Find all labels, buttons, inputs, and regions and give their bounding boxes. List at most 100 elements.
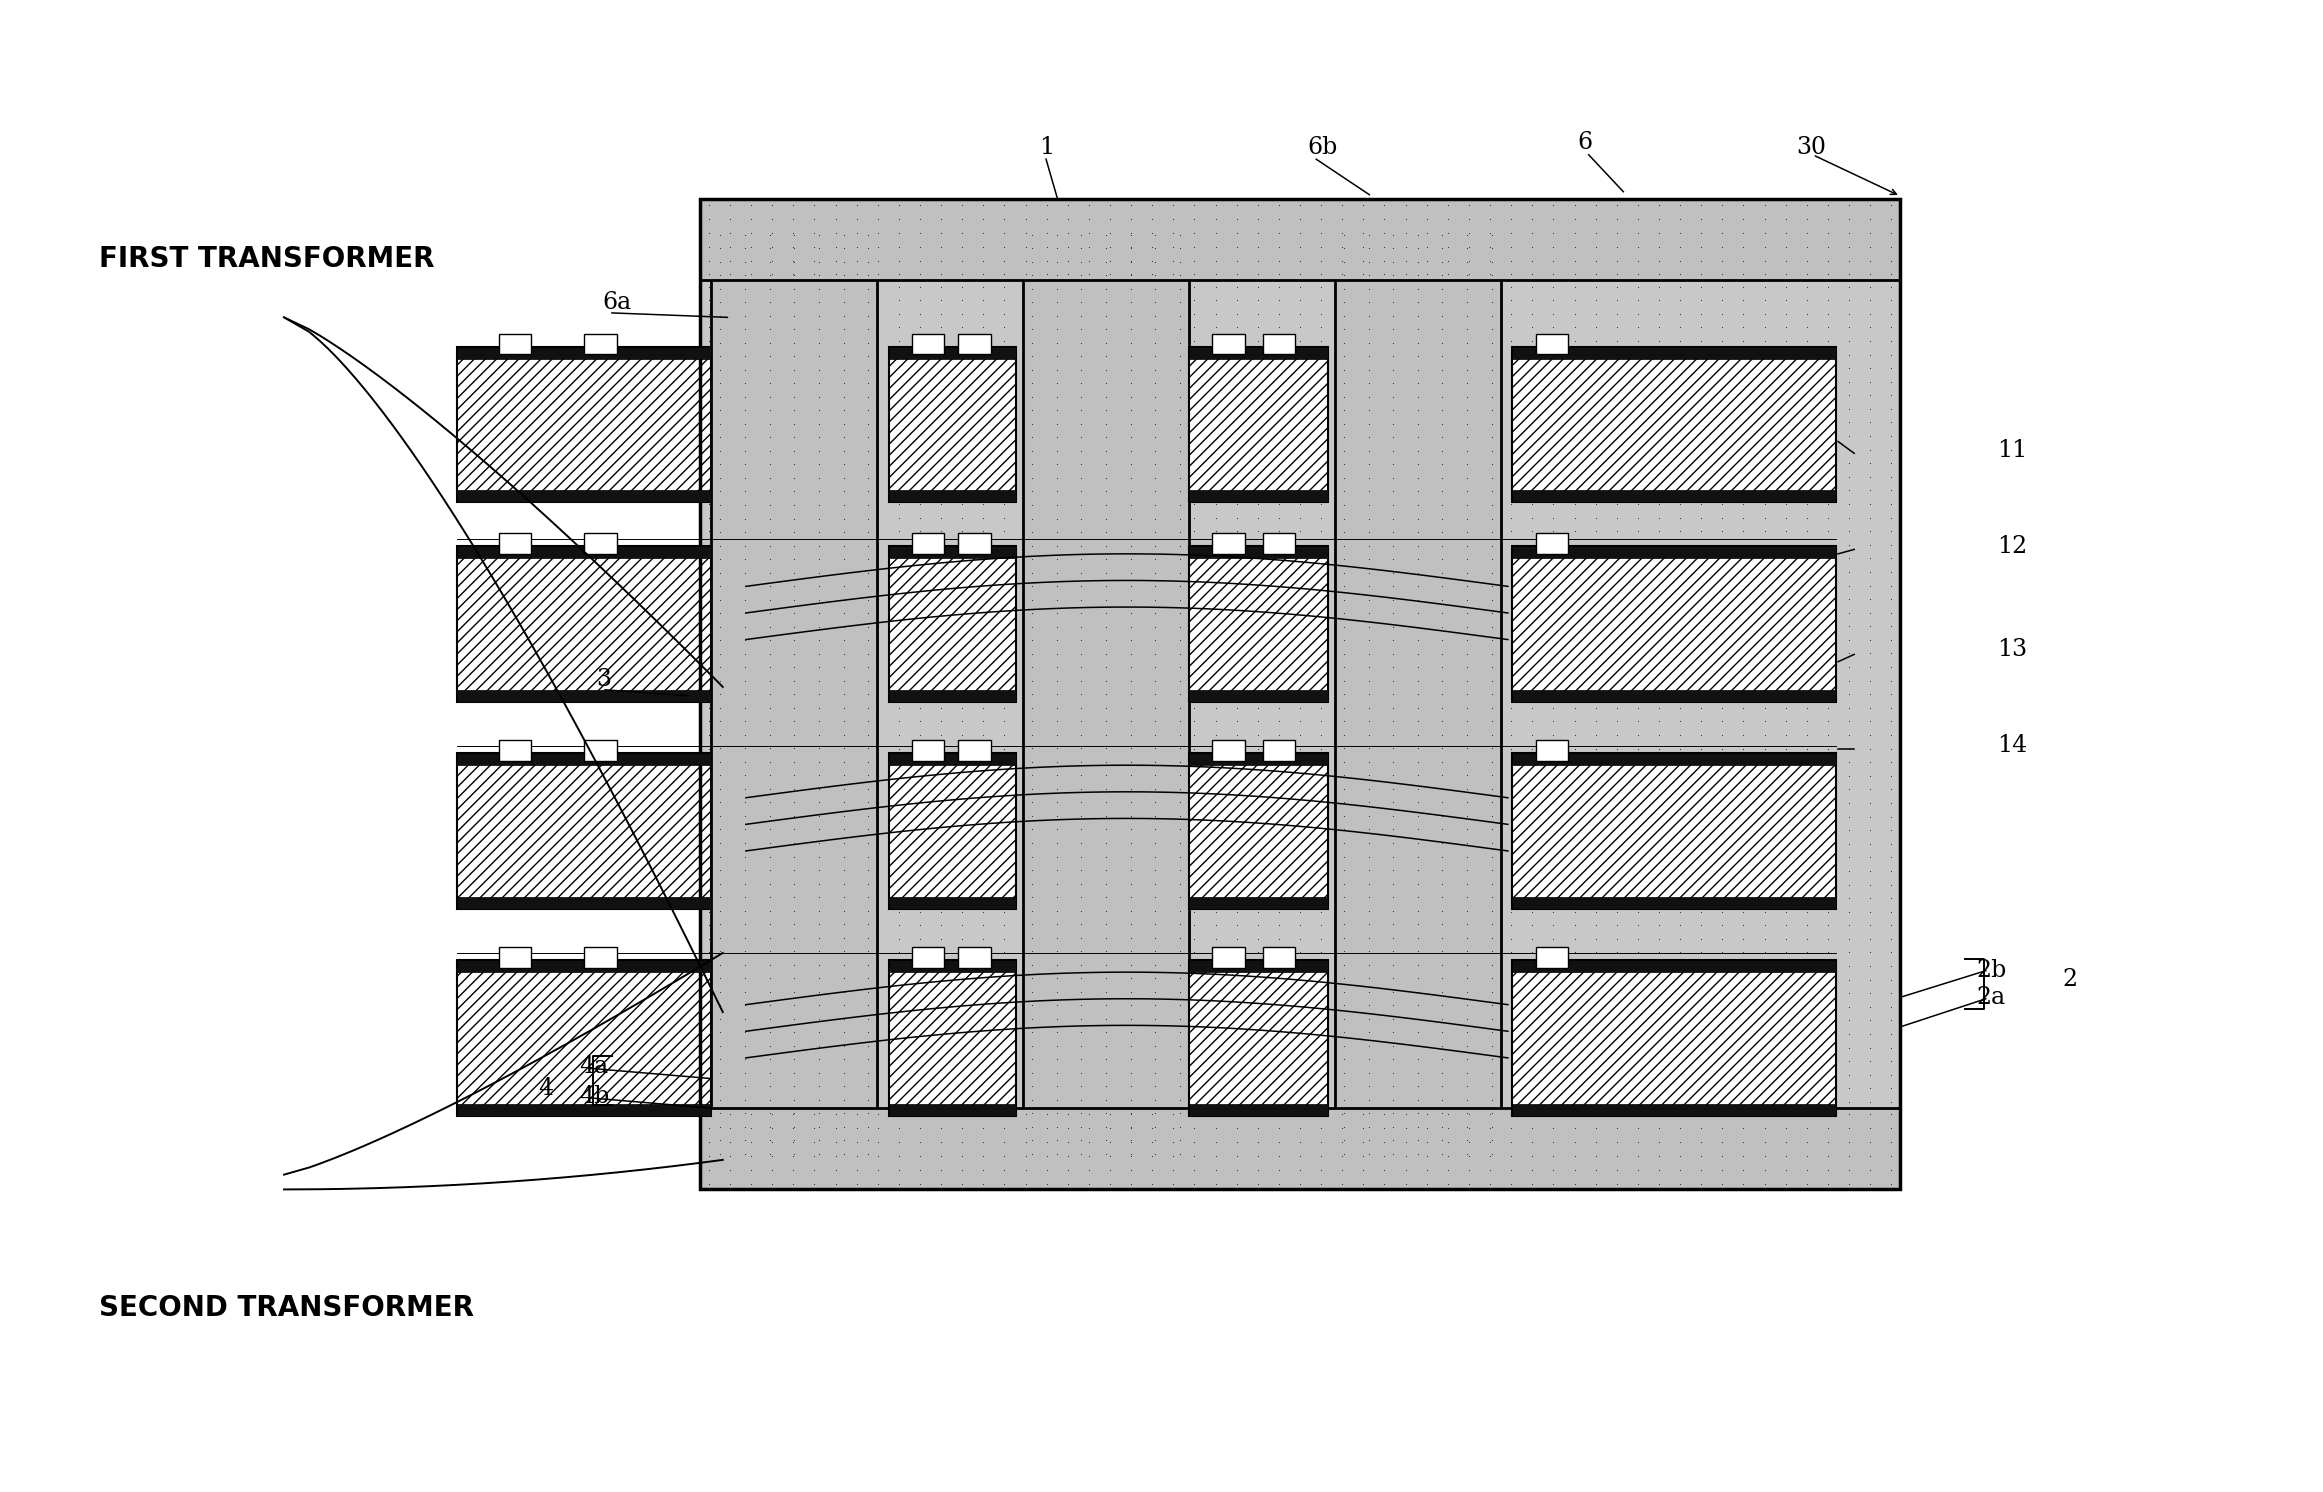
Point — [1013, 858, 1050, 882]
Point — [1424, 791, 1461, 815]
Point — [702, 1047, 739, 1071]
Point — [1810, 451, 1847, 474]
Point — [1155, 642, 1192, 665]
Point — [1515, 370, 1552, 394]
Point — [1050, 791, 1087, 815]
Point — [1175, 873, 1213, 897]
Point — [801, 601, 839, 625]
Point — [985, 261, 1022, 285]
Point — [1536, 207, 1573, 231]
Point — [1831, 682, 1868, 706]
Point — [753, 506, 790, 530]
Point — [1136, 372, 1173, 395]
Point — [1494, 940, 1531, 964]
Point — [1789, 1022, 1826, 1046]
Point — [880, 560, 918, 583]
Point — [880, 466, 918, 489]
Point — [1134, 1049, 1171, 1073]
Point — [1408, 261, 1445, 285]
Point — [690, 818, 727, 841]
Point — [750, 709, 787, 733]
Point — [727, 885, 764, 909]
Point — [1408, 615, 1445, 639]
Point — [1282, 370, 1319, 394]
Point — [1050, 410, 1087, 434]
Point — [1872, 695, 1910, 719]
Point — [732, 1022, 769, 1046]
Point — [1303, 1049, 1340, 1073]
Point — [1261, 301, 1299, 325]
Point — [1303, 1035, 1340, 1059]
Point — [1408, 682, 1445, 706]
Text: 6: 6 — [1577, 131, 1591, 155]
Point — [1050, 710, 1087, 734]
Point — [1175, 804, 1213, 828]
Point — [1810, 301, 1847, 325]
Point — [690, 466, 727, 489]
Point — [1345, 940, 1382, 964]
Point — [1261, 900, 1299, 924]
Point — [1598, 261, 1635, 285]
Point — [818, 628, 855, 652]
Point — [1324, 873, 1361, 897]
Point — [1429, 1091, 1466, 1115]
Point — [943, 588, 980, 612]
Point — [964, 588, 1001, 612]
Point — [1398, 844, 1436, 868]
Point — [801, 953, 839, 977]
Point — [1768, 301, 1805, 325]
Point — [1387, 628, 1424, 652]
Point — [850, 318, 887, 342]
Point — [1872, 737, 1910, 761]
Point — [1536, 1131, 1573, 1155]
Point — [1703, 859, 1740, 883]
Point — [1450, 234, 1487, 258]
Point — [860, 437, 897, 461]
Point — [1326, 1074, 1364, 1098]
Point — [702, 574, 739, 598]
Point — [1556, 682, 1594, 706]
Point — [818, 221, 855, 245]
Point — [753, 234, 790, 258]
Point — [1789, 506, 1826, 530]
Point — [1350, 574, 1387, 598]
Point — [1724, 192, 1761, 216]
Point — [1470, 546, 1508, 570]
Point — [943, 846, 980, 870]
Point — [943, 573, 980, 597]
Point — [860, 628, 897, 652]
Point — [1515, 451, 1552, 474]
Point — [1398, 953, 1436, 977]
Point — [1136, 1061, 1173, 1085]
Point — [1515, 1035, 1552, 1059]
Bar — [1512, 348, 1835, 358]
Point — [732, 900, 769, 924]
Point — [1155, 1144, 1192, 1168]
Point — [860, 248, 897, 272]
Point — [1619, 275, 1656, 298]
Point — [1092, 968, 1129, 992]
Bar — [1512, 961, 1835, 1116]
Point — [1282, 328, 1319, 352]
Point — [797, 859, 834, 883]
Text: 4: 4 — [539, 1077, 553, 1101]
Point — [922, 1062, 959, 1086]
Point — [1724, 859, 1761, 883]
Point — [1345, 873, 1382, 897]
Point — [1029, 263, 1066, 286]
Point — [702, 912, 739, 935]
Point — [1851, 1116, 1889, 1140]
Point — [1872, 682, 1910, 706]
Point — [1217, 1062, 1254, 1086]
Point — [1387, 955, 1424, 979]
Point — [1724, 263, 1761, 286]
Point — [1350, 236, 1387, 260]
Point — [1619, 859, 1656, 883]
Point — [1747, 479, 1784, 503]
Point — [1536, 1116, 1573, 1140]
Point — [1789, 261, 1826, 285]
Point — [1006, 383, 1043, 407]
Point — [1162, 1088, 1199, 1112]
Point — [753, 288, 790, 312]
Point — [1282, 1144, 1319, 1168]
